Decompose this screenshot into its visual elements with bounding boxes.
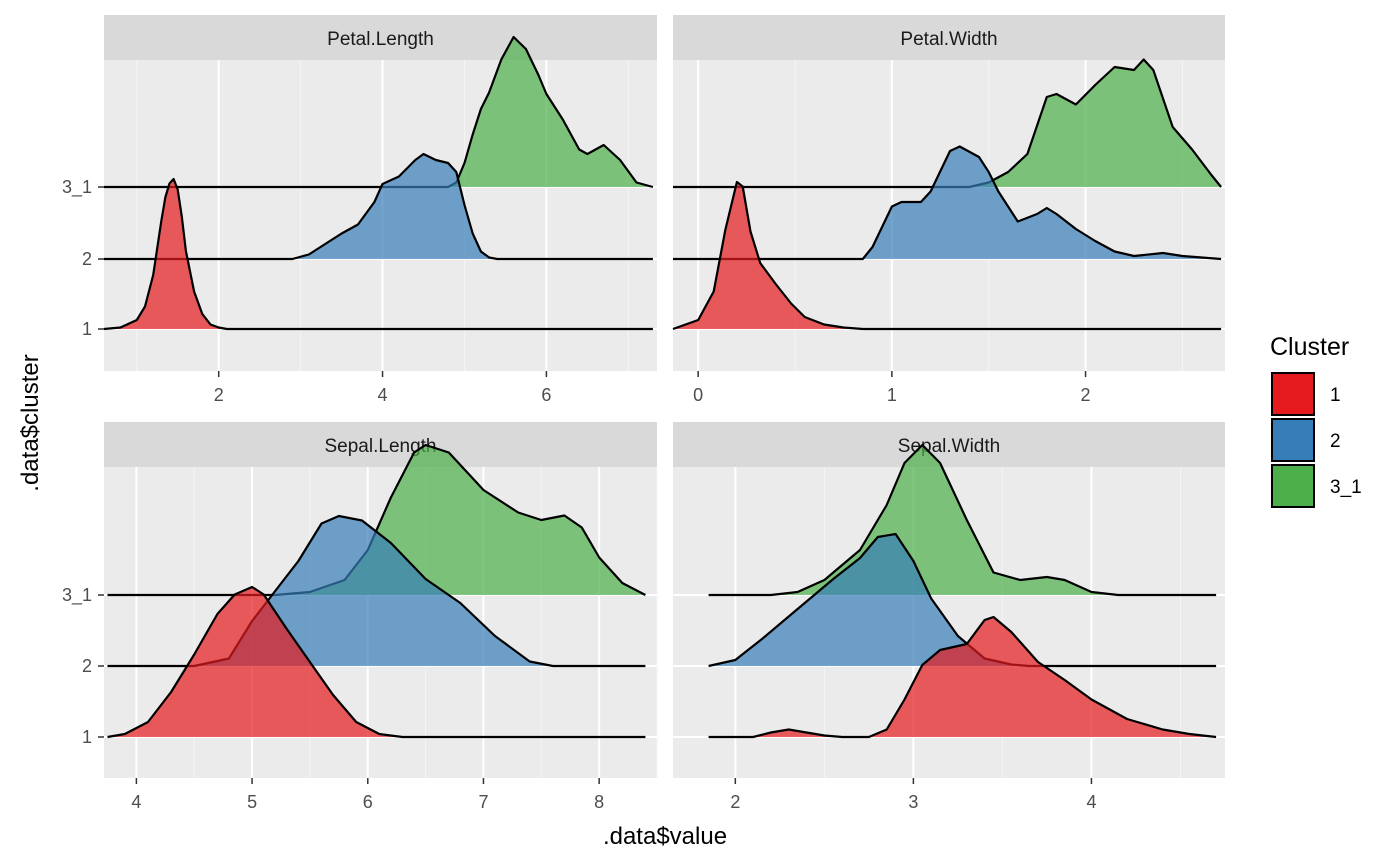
- ridge-area-cluster-3_1: [107, 445, 646, 595]
- x-tick-label: 4: [378, 385, 388, 405]
- y-tick-label: 3_1: [62, 585, 92, 606]
- ridge-area-cluster-1: [673, 182, 1222, 329]
- x-tick-label: 3: [908, 792, 918, 812]
- ridge-line-cluster-1: [672, 180, 1222, 331]
- ridge-line-cluster-1: [107, 585, 646, 739]
- x-tick-label: 4: [131, 792, 141, 812]
- x-tick-label: 8: [594, 792, 604, 812]
- facet-strip: [104, 422, 657, 467]
- ridge-line-cluster-2: [673, 145, 1222, 261]
- facet-petal-width: Petal.Width 0 1 2: [672, 15, 1225, 405]
- facet-strip: [104, 15, 657, 60]
- x-tick-label: 1: [887, 385, 897, 405]
- legend-key: [1271, 464, 1315, 508]
- legend-item-2: 2: [1271, 418, 1341, 462]
- legend-key: [1271, 418, 1315, 462]
- facet-petal-length: Petal.Length 2 4 6 1 2 3_1: [62, 15, 657, 405]
- ridge-area-cluster-3_1: [104, 37, 653, 187]
- ridge-area-cluster-2: [673, 146, 1222, 259]
- facet-strip-label: Petal.Width: [900, 29, 997, 50]
- x-tick-label: 6: [541, 385, 551, 405]
- legend-item-1: 1: [1271, 372, 1341, 416]
- ridge-area-cluster-1: [708, 617, 1217, 737]
- facet-strip: [673, 15, 1225, 60]
- y-tick-label: 3_1: [62, 177, 92, 198]
- x-tick-label: 7: [478, 792, 488, 812]
- x-tick-label: 6: [363, 792, 373, 812]
- y-tick-label: 2: [82, 656, 92, 676]
- y-tick-label: 1: [82, 319, 92, 339]
- legend: Cluster 1 2 3_1: [1270, 333, 1362, 508]
- y-axis-title: .data$cluster: [17, 354, 44, 491]
- x-tick-label: 2: [730, 792, 740, 812]
- legend-label: 1: [1330, 385, 1341, 406]
- ridge-line-cluster-2: [104, 152, 653, 261]
- y-tick-label: 1: [82, 727, 92, 747]
- legend-label: 2: [1330, 431, 1341, 452]
- legend-key: [1271, 372, 1315, 416]
- x-tick-label: 4: [1086, 792, 1096, 812]
- facet-strip-label: Petal.Length: [327, 29, 434, 50]
- ridge-line-cluster-1: [708, 615, 1217, 739]
- facet-strip-label: Sepal.Length: [325, 436, 437, 457]
- x-tick-label: 0: [693, 385, 703, 405]
- x-axis-title: .data$value: [603, 823, 727, 850]
- ridge-line-cluster-3_1: [104, 35, 654, 189]
- x-tick-label: 2: [214, 385, 224, 405]
- x-tick-label: 2: [1081, 385, 1091, 405]
- ridge-area-cluster-1: [104, 179, 653, 329]
- y-tick-label: 2: [82, 249, 92, 269]
- facet-strip: [673, 422, 1225, 467]
- ridge-line-cluster-3_1: [673, 58, 1222, 189]
- legend-label: 3_1: [1330, 477, 1362, 498]
- ridge-line-cluster-1: [103, 177, 653, 331]
- ridge-area-cluster-2: [708, 534, 1217, 666]
- ridge-area-cluster-2: [107, 516, 646, 666]
- ridge-area-cluster-1: [107, 587, 646, 737]
- legend-item-3_1: 3_1: [1271, 464, 1362, 508]
- x-tick-label: 5: [247, 792, 257, 812]
- ridge-line-cluster-3_1: [708, 443, 1217, 597]
- ridge-area-cluster-3_1: [708, 445, 1217, 595]
- facet-sepal-length: Sepal.Length 4 5 6 7 8 1 2 3_1: [62, 422, 658, 812]
- legend-title: Cluster: [1270, 333, 1349, 361]
- ridge-area-cluster-2: [104, 154, 653, 259]
- ridge-area-cluster-3_1: [673, 59, 1222, 187]
